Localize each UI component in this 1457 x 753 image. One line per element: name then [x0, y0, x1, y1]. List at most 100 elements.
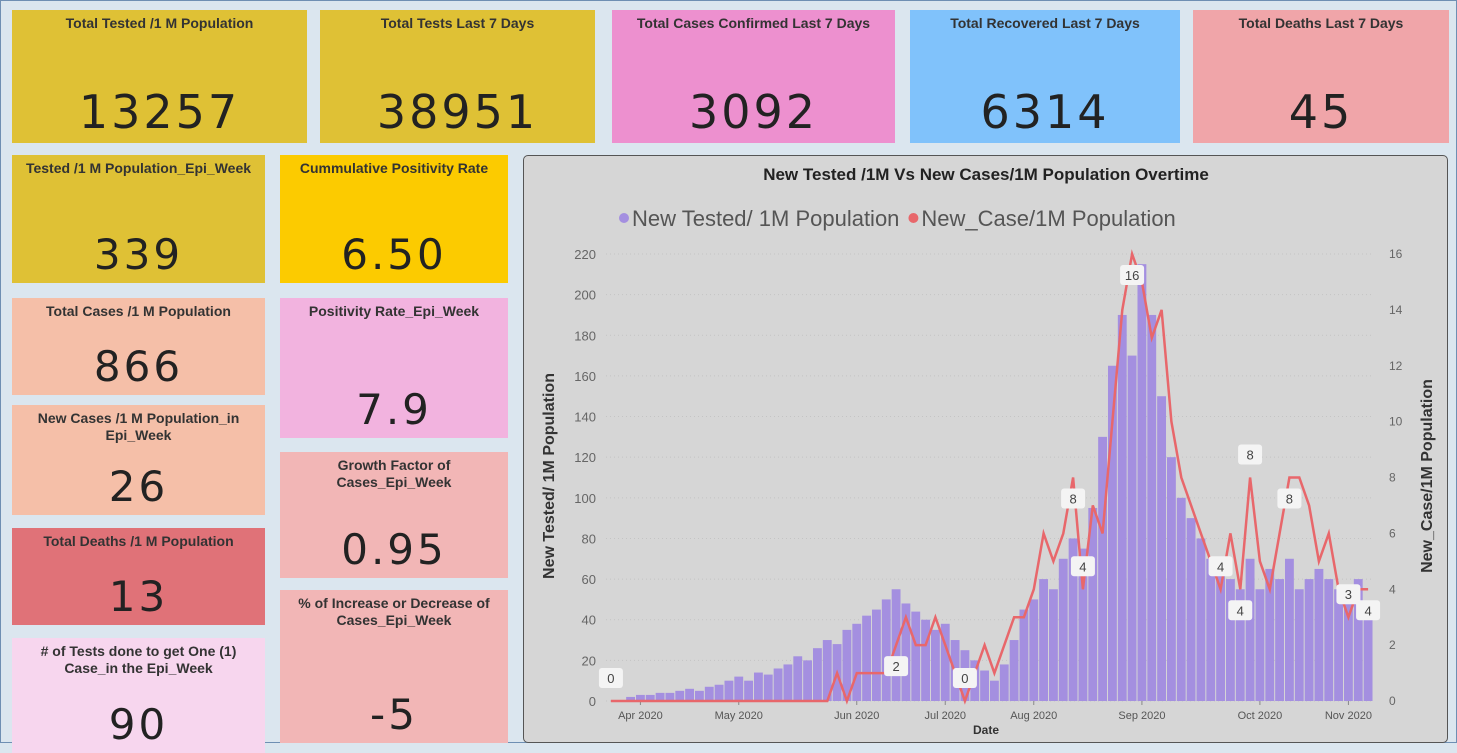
bar: [1058, 558, 1068, 701]
bar: [665, 692, 675, 701]
y-axis-title: New Tested/ 1M Population: [541, 373, 558, 579]
bar: [1206, 558, 1216, 701]
bar: [930, 629, 940, 701]
legend-marker: [908, 213, 919, 223]
bar: [734, 676, 744, 701]
kpi-card: Total Tests Last 7 Days 38951: [320, 10, 595, 143]
data-label: 0: [607, 671, 614, 686]
bar: [911, 611, 921, 701]
x-tick-label: Jul 2020: [924, 710, 966, 722]
kpi-card: Total Deaths /1 M Population 13: [12, 528, 265, 625]
y2-tick-label: 8: [1389, 471, 1396, 485]
bar: [1196, 538, 1206, 701]
y-tick-label: 100: [574, 491, 596, 506]
bar: [803, 660, 813, 701]
kpi-card: Positivity Rate_Epi_Week 7.9: [280, 298, 508, 438]
kpi-value: 13257: [78, 85, 241, 139]
bar: [1068, 538, 1078, 701]
bar: [822, 640, 832, 701]
y2-tick-label: 6: [1389, 526, 1396, 540]
bar: [685, 688, 695, 701]
bar: [901, 603, 911, 701]
data-label: 2: [892, 659, 899, 674]
y-tick-label: 220: [574, 247, 596, 262]
y-tick-label: 20: [582, 653, 596, 668]
y-tick-label: 120: [574, 450, 596, 465]
y-tick-label: 180: [574, 328, 596, 343]
kpi-value: 90: [108, 700, 169, 749]
y2-tick-label: 14: [1389, 303, 1403, 317]
bar: [1324, 579, 1334, 701]
bar: [1275, 579, 1285, 701]
kpi-title: New Cases /1 M Population_in Epi_Week: [37, 410, 240, 443]
kpi-value: 339: [93, 230, 184, 279]
data-label-box: [1120, 265, 1145, 285]
y-tick-label: 80: [582, 531, 596, 546]
kpi-value: 6314: [980, 85, 1110, 139]
bar: [1225, 579, 1235, 701]
bar: [626, 696, 636, 701]
bar: [1048, 589, 1058, 701]
kpi-card: Total Cases /1 M Population 866: [12, 298, 265, 395]
bar: [1294, 589, 1304, 701]
kpi-title: # of Tests done to get One (1) Case_in t…: [40, 643, 237, 676]
bar: [842, 629, 852, 701]
bar: [999, 664, 1009, 701]
bar: [1117, 314, 1127, 701]
bar: [1127, 355, 1137, 701]
x-tick-label: Nov 2020: [1325, 710, 1372, 722]
kpi-card: New Cases /1 M Population_in Epi_Week 26: [12, 405, 265, 515]
bar: [793, 656, 803, 701]
y2-tick-label: 2: [1389, 638, 1396, 652]
kpi-value: -5: [370, 690, 418, 739]
bar: [763, 674, 773, 701]
kpi-card: Total Cases Confirmed Last 7 Days 3092: [612, 10, 895, 143]
kpi-title: % of Increase or Decrease of Cases_Epi_W…: [298, 595, 490, 628]
y-tick-label: 160: [574, 369, 596, 384]
bar: [1107, 365, 1117, 701]
kpi-title: Cummulative Positivity Rate: [299, 160, 489, 176]
kpi-card: # of Tests done to get One (1) Case_in t…: [12, 638, 265, 753]
bar: [714, 684, 724, 701]
y2-axis-title: New_Case/1M Population: [1419, 379, 1436, 573]
bar: [753, 672, 763, 701]
data-label-box: [1356, 600, 1381, 621]
bar: [1098, 436, 1108, 701]
kpi-value: 45: [1288, 85, 1354, 139]
kpi-title: Positivity Rate_Epi_Week: [308, 303, 480, 319]
bar: [980, 670, 990, 701]
data-label-box: [598, 668, 623, 688]
kpi-card: Total Tested /1 M Population 13257: [12, 10, 307, 143]
data-label: 4: [1079, 559, 1086, 574]
bar: [1304, 579, 1314, 701]
kpi-card: Tested /1 M Population_Epi_Week 339: [12, 155, 265, 283]
data-label-box: [884, 656, 909, 677]
kpi-card: Cummulative Positivity Rate 6.50: [280, 155, 508, 283]
bar: [1343, 599, 1353, 701]
kpi-card: Growth Factor of Cases_Epi_Week 0.95: [280, 452, 508, 578]
bar: [1255, 589, 1265, 701]
bar: [1176, 497, 1186, 701]
x-tick-label: Oct 2020: [1238, 710, 1283, 722]
bar: [940, 623, 950, 701]
data-label-box: [1208, 556, 1233, 577]
bar: [921, 619, 931, 701]
bar: [1039, 579, 1049, 701]
bar: [812, 648, 822, 701]
bar: [704, 686, 714, 701]
bar: [1353, 579, 1363, 701]
bar: [1235, 589, 1245, 701]
bar: [744, 680, 754, 701]
bar: [1029, 599, 1039, 701]
kpi-value: 3092: [688, 85, 819, 139]
bar: [645, 694, 655, 701]
x-tick-label: Aug 2020: [1010, 710, 1057, 722]
kpi-value: 26: [108, 462, 169, 511]
y-tick-label: 140: [574, 410, 596, 425]
bar: [871, 609, 881, 701]
data-label-box: [952, 668, 977, 688]
bar: [1147, 314, 1157, 701]
bar: [1078, 548, 1088, 701]
kpi-title: Tested /1 M Population_Epi_Week: [25, 160, 252, 176]
